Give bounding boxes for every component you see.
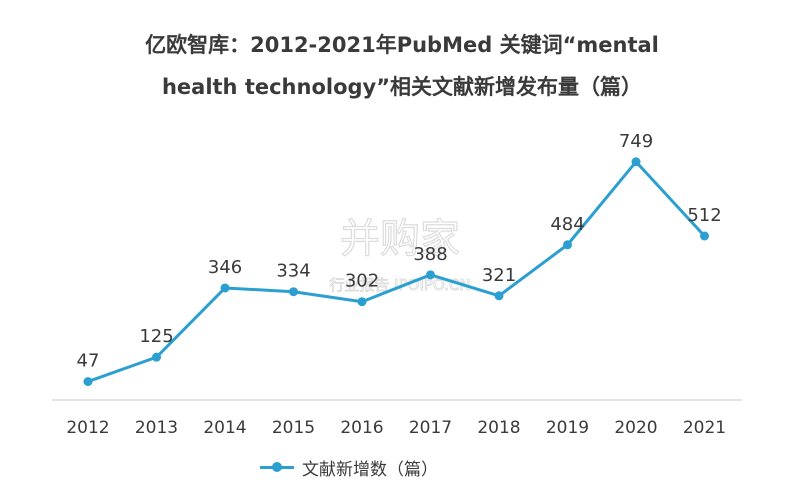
x-tick-label-2020: 2020: [614, 418, 657, 438]
data-point-2016: [357, 297, 367, 307]
x-tick-label-2018: 2018: [477, 418, 520, 438]
data-point-2013: [152, 352, 161, 362]
x-tick-label-2021: 2021: [683, 418, 726, 438]
data-label-2014: 346: [208, 257, 242, 278]
data-point-2015: [289, 287, 298, 297]
x-tick-label-2017: 2017: [409, 418, 452, 438]
data-label-2018: 321: [482, 265, 516, 286]
data-label-2020: 749: [619, 131, 653, 152]
legend-marker: [260, 460, 294, 474]
data-point-2014: [220, 283, 230, 293]
x-tick-label-2013: 2013: [135, 418, 178, 438]
x-tick-label-2014: 2014: [203, 418, 246, 438]
watermark: 并购家 行业报告 IPOIPO.CN: [329, 215, 471, 294]
data-point-2017: [426, 270, 435, 280]
data-point-2021: [700, 231, 709, 241]
data-point-2012: [83, 377, 93, 387]
chart-title-line-2: health technology”相关文献新增发布量（篇）: [161, 75, 643, 99]
data-label-2021: 512: [687, 205, 721, 226]
x-tick-label-2015: 2015: [272, 418, 315, 438]
data-point-2018: [494, 291, 504, 301]
data-point-2019: [563, 240, 572, 250]
x-tick-label-2016: 2016: [340, 418, 383, 438]
chart-title-line-1: 亿欧智库：2012-2021年PubMed 关键词“mental: [145, 33, 659, 57]
data-label-2015: 334: [276, 261, 310, 282]
watermark-main-text: 并购家: [340, 216, 460, 262]
series-line: [87, 160, 706, 383]
legend-dot-swatch: [272, 462, 282, 472]
series-data-labels: 47 125 346 334 302 388 321 484 749 512: [77, 131, 722, 372]
chart-title: 亿欧智库：2012-2021年PubMed 关键词“mental health …: [0, 24, 804, 108]
watermark-sub-text: 行业报告 IPOIPO.CN: [329, 276, 470, 294]
legend: 文献新增数（篇）: [260, 455, 438, 480]
data-label-2016: 302: [345, 271, 379, 292]
data-label-2017: 388: [413, 244, 447, 265]
data-label-2012: 47: [77, 351, 100, 372]
series-points: [83, 157, 709, 387]
data-point-2020: [631, 157, 641, 167]
x-tick-label-2012: 2012: [66, 418, 109, 438]
x-tick-label-2019: 2019: [546, 418, 589, 438]
x-axis-tick-labels: 2012 2013 2014 2015 2016 2017 2018 2019 2020 2021: [66, 418, 726, 438]
legend-label: 文献新增数（篇）: [302, 459, 438, 480]
data-label-2013: 125: [139, 326, 173, 347]
data-label-2019: 484: [550, 214, 584, 235]
